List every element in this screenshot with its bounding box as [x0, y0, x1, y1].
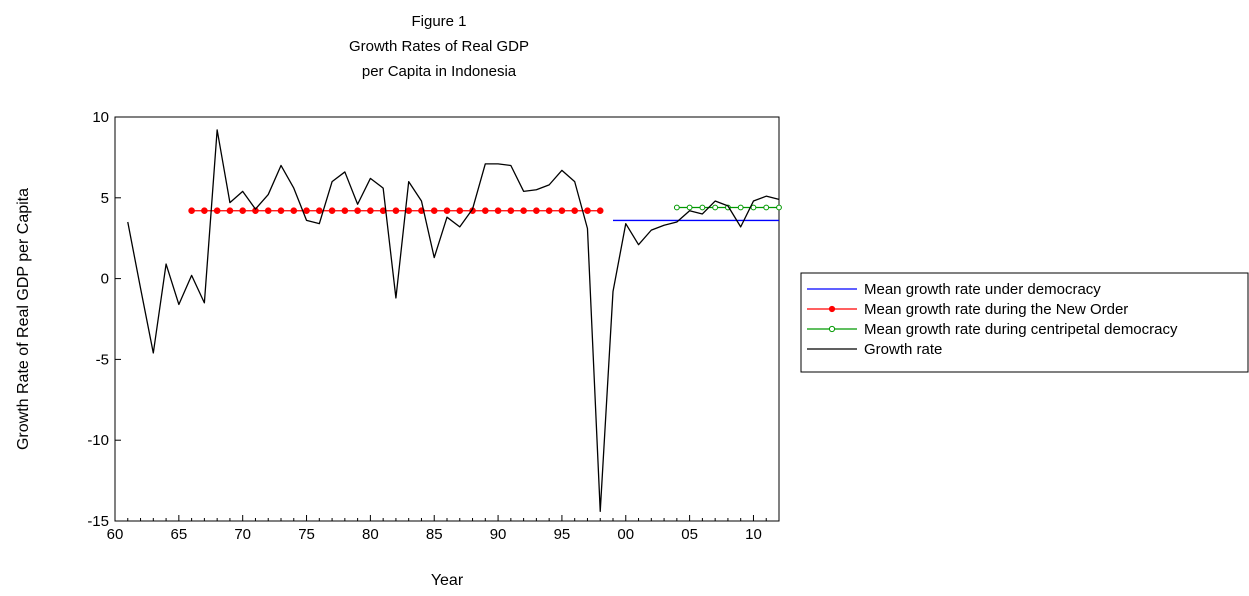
series-marker-mean-growth-rate-during-the-new-order — [188, 207, 195, 215]
series-marker-mean-growth-rate-during-centripetal-democracy — [712, 204, 719, 211]
series-marker-mean-growth-rate-during-the-new-order — [252, 207, 259, 215]
chart-title: Figure 1 Growth Rates of Real GDP per Ca… — [349, 13, 529, 80]
series-marker-mean-growth-rate-during-the-new-order — [482, 207, 489, 215]
series-marker-mean-growth-rate-during-the-new-order — [239, 207, 246, 215]
series-marker-mean-growth-rate-during-the-new-order — [303, 207, 310, 215]
x-tick-label: 60 — [107, 526, 124, 543]
plot-frame — [114, 116, 780, 522]
y-tick-label: 0 — [101, 271, 109, 288]
x-tick-label: 90 — [490, 526, 507, 543]
x-tick-label: 85 — [426, 526, 443, 543]
x-tick-label: 00 — [617, 526, 634, 543]
series-marker-mean-growth-rate-during-the-new-order — [316, 207, 323, 215]
legend-box — [800, 272, 1249, 373]
x-tick-label: 95 — [554, 526, 571, 543]
legend-label: Growth rate — [864, 341, 942, 358]
series-marker-mean-growth-rate-during-the-new-order — [533, 207, 540, 215]
series-marker-mean-growth-rate-during-the-new-order — [571, 207, 578, 215]
series-marker-mean-growth-rate-during-the-new-order — [226, 207, 234, 215]
series-marker-mean-growth-rate-during-centripetal-democracy — [737, 204, 744, 211]
series-marker-mean-growth-rate-during-the-new-order — [494, 207, 502, 215]
series-marker-mean-growth-rate-during-the-new-order — [507, 207, 515, 215]
series-marker-mean-growth-rate-during-the-new-order — [354, 207, 361, 215]
series-marker-mean-growth-rate-during-the-new-order — [430, 207, 438, 215]
legend-swatch-marker — [828, 325, 836, 333]
series-marker-mean-growth-rate-during-the-new-order — [443, 207, 451, 215]
series-marker-mean-growth-rate-during-the-new-order — [201, 207, 208, 215]
title-line-3: per Capita in Indonesia — [362, 63, 517, 80]
x-axis-title: Year — [431, 572, 464, 589]
y-tick-label: -5 — [96, 351, 109, 368]
series-marker-mean-growth-rate-during-the-new-order — [367, 207, 374, 215]
x-tick-label: 80 — [362, 526, 379, 543]
x-tick-label: 65 — [171, 526, 188, 543]
x-tick-label: 75 — [298, 526, 315, 543]
series-marker-mean-growth-rate-during-the-new-order — [456, 207, 464, 215]
series-layer — [127, 129, 782, 512]
series-marker-mean-growth-rate-during-the-new-order — [545, 207, 553, 215]
series-marker-mean-growth-rate-during-the-new-order — [596, 207, 604, 215]
title-line-1: Figure 1 — [411, 13, 466, 30]
x-tick-label: 70 — [234, 526, 251, 543]
series-marker-mean-growth-rate-during-the-new-order — [584, 207, 591, 215]
y-tick-label: -15 — [87, 513, 109, 530]
series-marker-mean-growth-rate-during-centripetal-democracy — [763, 204, 770, 211]
series-marker-mean-growth-rate-during-the-new-order — [341, 207, 349, 215]
series-line-growth-rate — [127, 129, 780, 512]
series-marker-mean-growth-rate-during-centripetal-democracy — [673, 204, 680, 211]
title-line-2: Growth Rates of Real GDP — [349, 38, 529, 55]
y-tick-label: 10 — [92, 109, 109, 126]
legend-label: Mean growth rate under democracy — [864, 281, 1101, 298]
series-marker-mean-growth-rate-during-centripetal-democracy — [750, 204, 757, 211]
series-marker-mean-growth-rate-during-the-new-order — [290, 207, 298, 215]
y-tick-label: 5 — [101, 190, 109, 207]
series-marker-mean-growth-rate-during-centripetal-democracy — [699, 204, 706, 211]
legend-swatch-marker — [828, 305, 836, 313]
series-marker-mean-growth-rate-during-centripetal-democracy — [686, 204, 693, 211]
legend-label: Mean growth rate during the New Order — [864, 301, 1128, 318]
x-axis: 60 65 70 75 80 85 90 95 00 05 10 — [107, 515, 780, 543]
legend-label: Mean growth rate during centripetal demo… — [864, 321, 1178, 338]
series-marker-mean-growth-rate-during-the-new-order — [328, 207, 336, 215]
series-marker-mean-growth-rate-during-the-new-order — [277, 207, 285, 215]
y-tick-label: -10 — [87, 432, 109, 449]
series-marker-mean-growth-rate-during-the-new-order — [520, 207, 527, 215]
y-axis: 10 5 0 -5 -10 -15 — [87, 109, 121, 530]
series-marker-mean-growth-rate-during-the-new-order — [558, 207, 566, 215]
series-marker-mean-growth-rate-during-the-new-order — [264, 207, 272, 215]
series-marker-mean-growth-rate-during-the-new-order — [392, 207, 400, 215]
series-marker-mean-growth-rate-during-centripetal-democracy — [776, 204, 782, 211]
series-marker-mean-growth-rate-during-the-new-order — [405, 207, 412, 215]
y-axis-title: Growth Rate of Real GDP per Capita — [15, 188, 32, 450]
x-tick-label: 05 — [681, 526, 698, 543]
legend: Mean growth rate under democracy Mean gro… — [800, 272, 1249, 373]
x-tick-label: 10 — [745, 526, 762, 543]
series-marker-mean-growth-rate-during-the-new-order — [213, 207, 221, 215]
